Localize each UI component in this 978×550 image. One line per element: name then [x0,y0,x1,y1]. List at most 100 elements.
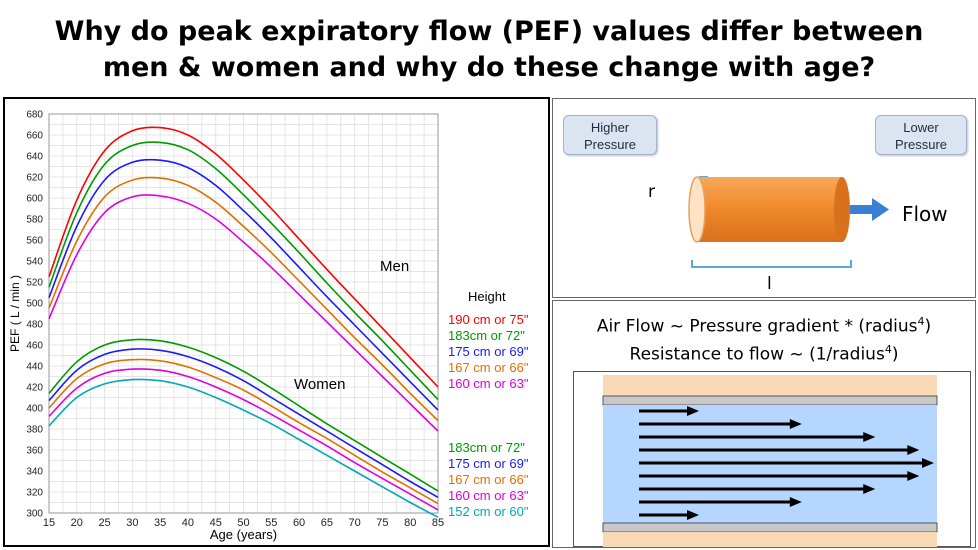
height-legend-header: Height [468,289,506,304]
airflow-equation: Air Flow ~ Pressure gradient * (radius4) [553,315,975,337]
flow-arrow-head-icon [907,445,920,455]
radius-label: r [648,182,655,202]
women-series-line [48,358,439,505]
men-legend-label: 190 cm or 75" [448,312,529,327]
men-legend-label: 167 cm or 66" [448,360,529,375]
women-series-line [48,348,439,498]
men-series-line [48,126,439,388]
women-legend-label: 160 cm or 63" [448,488,529,503]
flow-arrow-head-icon [789,497,802,507]
y-tick-label: 680 [26,110,43,121]
y-tick-label: 500 [26,299,43,310]
women-annotation: Women [294,376,345,393]
resistance-equation-text: Resistance to flow ~ (1/radius [629,344,885,365]
flow-arrow-head-icon [789,419,802,429]
y-tick-label: 320 [26,488,43,499]
x-tick-label: 65 [321,517,333,529]
flow-arrow-head-icon [863,432,876,442]
flow-arrow-head-icon [907,471,920,481]
plot-frame [48,113,439,514]
x-axis-label: Age (years) [210,527,277,542]
y-tick-label: 460 [26,341,43,352]
y-tick-label: 380 [26,425,43,436]
flow-equation-panel: Air Flow ~ Pressure gradient * (radius4)… [552,300,976,548]
lower-wall [603,532,937,547]
women-legend-label: 183cm or 72" [448,440,525,455]
tube-end [834,177,850,242]
y-tick-label: 300 [26,509,43,520]
x-tick-label: 55 [265,517,277,529]
title-line-1: Why do peak expiratory flow (PEF) values… [54,16,924,47]
men-legend-label: 175 cm or 69" [448,344,529,359]
y-axis-label: PEF ( L / min ) [8,275,22,352]
y-tick-label: 640 [26,152,43,163]
x-tick-label: 35 [154,517,166,529]
women-legend-label: 175 cm or 69" [448,456,529,471]
resistance-exponent: 4 [884,343,892,356]
x-tick-label: 25 [98,517,110,529]
tube-opening [688,176,706,243]
x-tick-label: 40 [182,517,194,529]
higher-pressure-box: Higher Pressure [563,115,657,155]
x-tick-label: 15 [43,517,55,529]
men-legend-label: 160 cm or 63" [448,376,529,391]
flow-label: Flow [902,202,948,226]
x-tick-label: 50 [237,517,249,529]
x-tick-label: 45 [210,517,222,529]
airflow-equation-close: ) [924,316,932,337]
airflow-exponent: 4 [917,315,925,328]
outlet-arrow-shaft [850,205,872,214]
flow-arrow-head-icon [863,484,876,494]
higher-pressure-label: Higher Pressure [583,120,637,152]
page-title: Why do peak expiratory flow (PEF) values… [0,14,978,86]
title-line-2: men & women and why do these change with… [102,52,876,83]
y-tick-label: 620 [26,173,43,184]
flow-arrow-head-icon [687,406,699,416]
x-tick-label: 85 [432,517,444,529]
laminar-flow-illustration [602,375,938,547]
women-legend-label: 167 cm or 66" [448,472,529,487]
flow-arrow-icon [872,198,889,221]
y-tick-label: 660 [26,131,43,142]
men-series-line [48,176,439,422]
upper-wall [603,375,937,397]
resistance-equation-close: ) [891,344,899,365]
x-tick-label: 20 [71,517,83,529]
y-tick-label: 480 [26,320,43,331]
men-annotation: Men [380,258,409,275]
tube-body [697,177,842,242]
length-label: l [767,274,772,294]
y-tick-label: 580 [26,215,43,226]
pef-line-chart: 300 320 340 360 380 400 420 440 460 480 500 520 540 5… [8,110,529,543]
y-tick-label: 520 [26,278,43,289]
x-tick-label: 80 [404,517,416,529]
lower-pressure-label: Lower Pressure [894,120,948,152]
upper-lining [602,395,938,406]
resistance-equation: Resistance to flow ~ (1/radius4) [553,343,975,365]
x-tick-label: 30 [126,517,138,529]
pipe-diagram-panel: Higher Pressure Lower Pressure r l Flow [552,98,976,298]
women-legend-label: 152 cm or 60" [448,504,529,519]
y-tick-label: 600 [26,194,43,205]
lower-pressure-box: Lower Pressure [875,115,967,155]
men-series-line [48,194,439,432]
y-tick-label: 400 [26,404,43,415]
y-tick-label: 340 [26,467,43,478]
y-tick-label: 440 [26,362,43,373]
women-series-line [48,368,439,511]
women-series-line [48,338,439,492]
women-series-line [48,378,439,518]
y-tick-label: 560 [26,236,43,247]
men-series-line [48,141,439,401]
y-tick-label: 540 [26,257,43,268]
x-tick-label: 60 [293,517,305,529]
men-series-line [48,158,439,411]
x-tick-label: 70 [349,517,361,529]
men-legend-label: 183cm or 72" [448,328,525,343]
y-tick-label: 360 [26,446,43,457]
pipe-illustration: r l Flow [648,176,948,294]
flow-arrow-head-icon [687,510,699,520]
y-tick-label: 420 [26,383,43,394]
flow-arrow-head-icon [922,458,934,468]
x-tick-label: 75 [376,517,388,529]
